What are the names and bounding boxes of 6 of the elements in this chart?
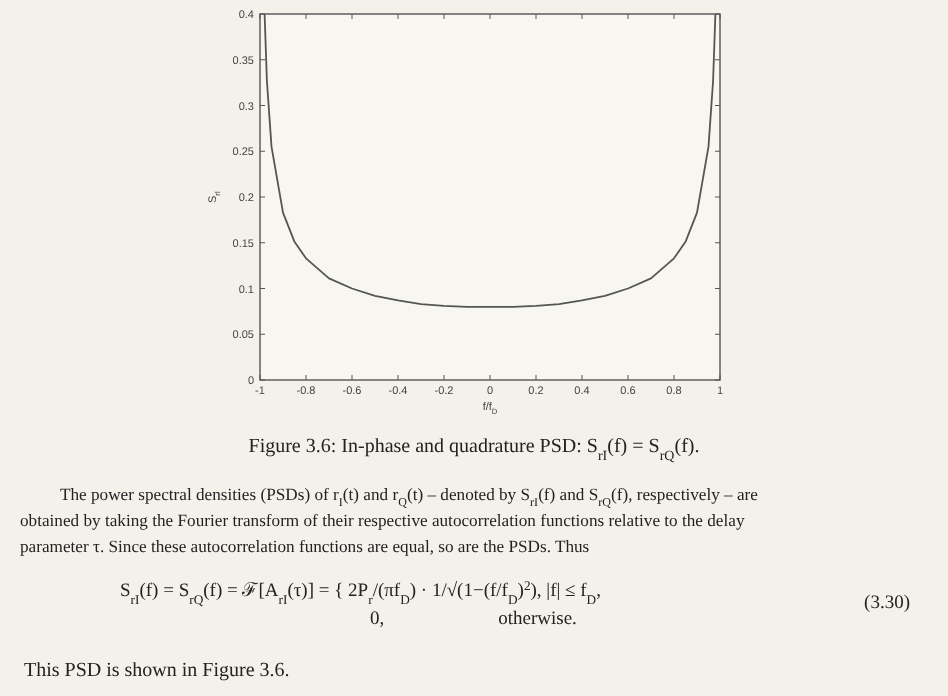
caption: Figure 3.6: In-phase and quadrature PSD: S$_{rI}$(f) = S$_{rQ}$(f). <box>248 436 700 464</box>
text: S$_{rI}$(f) = S$_{rQ}$(f) = ℱ[A$_{rI}$(τ)] = { 2P$_{r}$/(πf$_{D}$) · 1/√(1−(f/f$_{D}$)$^{2}$), |f| ≤ f$_{D}$, <box>120 579 601 607</box>
text: The power spectral densities (PSDs) of r$_{I}$(t) and r$_{Q}$(t) – denoted by S$_{rI}$(f) and S$_{rQ}$(f), respectively – are obtained by taking the Fourier transform of their respective autocorrelation functions relative to the delay parameter τ. Since these autocorrelation functions are equal, so are the PSDs. Thus <box>20 484 758 556</box>
text: 0, otherwise. <box>370 610 577 630</box>
text: (3.30) <box>864 594 910 614</box>
text: This PSD is shown in Figure 3.6. <box>24 660 290 682</box>
